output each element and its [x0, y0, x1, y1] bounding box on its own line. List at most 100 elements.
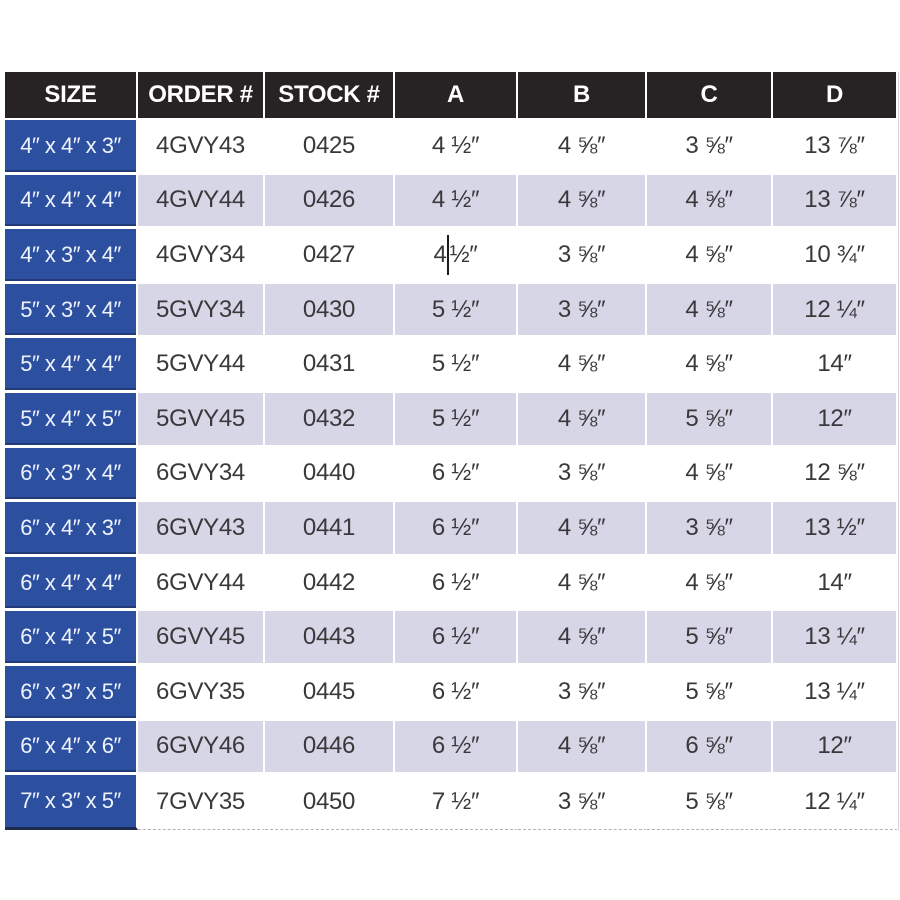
data-cell: 7 ½″	[395, 775, 518, 830]
data-cell: 5 ⅝″	[647, 392, 773, 448]
data-cell: 3 ⅝″	[518, 283, 647, 339]
data-cell: 6GVY44	[138, 556, 265, 612]
text-cursor	[446, 234, 449, 275]
data-cell: 3 ⅝″	[647, 502, 773, 557]
size-cell: 5″ x 4″ x 5″	[5, 392, 138, 448]
size-cell: 5″ x 3″ x 4″	[5, 283, 138, 339]
cell-text: 4	[433, 240, 447, 268]
data-cell: 13 ⅞″	[773, 174, 898, 230]
size-cell: 6″ x 4″ x 6″	[5, 720, 138, 776]
data-cell: 13 ⅞″	[773, 120, 898, 175]
data-cell: 0432	[265, 392, 395, 448]
data-cell: 4 ⅝″	[647, 283, 773, 339]
header-cell-b: B	[518, 72, 647, 120]
size-cell: 4″ x 4″ x 3″	[5, 120, 138, 175]
data-cell: 5 ½″	[395, 338, 518, 393]
data-cell: 7GVY35	[138, 775, 265, 830]
size-cell: 4″ x 3″ x 4″	[5, 229, 138, 284]
data-cell: 0450	[265, 775, 395, 830]
data-cell: 4 ⅝″	[518, 556, 647, 612]
data-cell: 5GVY34	[138, 283, 265, 339]
data-cell: 4 ⅝″	[647, 338, 773, 393]
data-cell: 3 ⅝″	[518, 229, 647, 284]
data-cell: 0442	[265, 556, 395, 612]
size-cell: 6″ x 3″ x 4″	[5, 447, 138, 503]
data-cell: 6 ⅝″	[647, 720, 773, 776]
data-cell: 4 ⅝″	[518, 174, 647, 230]
data-cell: 6 ½″	[395, 720, 518, 776]
data-cell: 5GVY45	[138, 392, 265, 448]
data-cell: 6GVY35	[138, 665, 265, 721]
data-cell: 3 ⅝″	[518, 665, 647, 721]
data-cell: 3 ⅝″	[518, 775, 647, 830]
header-cell-d: D	[773, 72, 898, 120]
data-cell: 4 ⅝″	[647, 556, 773, 612]
data-cell: 4 ⅝″	[518, 611, 647, 666]
size-chart-table: SIZE ORDER # STOCK # A B C D 4″ x 4″ x 3″ 4GVY43…	[5, 72, 899, 830]
size-cell: 6″ x 4″ x 4″	[5, 556, 138, 612]
data-cell: 0426	[265, 174, 395, 230]
data-cell: 14″	[773, 338, 898, 393]
header-cell-c: C	[647, 72, 773, 120]
size-cell: 6″ x 4″ x 3″	[5, 502, 138, 557]
data-cell: 5 ½″	[395, 283, 518, 339]
data-cell: 4 ⅝″	[518, 502, 647, 557]
data-cell: 10 ¾″	[773, 229, 898, 284]
header-cell-order: ORDER #	[138, 72, 265, 120]
data-cell: 0441	[265, 502, 395, 557]
data-cell: 0430	[265, 283, 395, 339]
data-cell: 6GVY46	[138, 720, 265, 776]
data-cell: 4 ½″	[395, 229, 518, 284]
size-cell: 4″ x 4″ x 4″	[5, 174, 138, 230]
data-cell: 6 ½″	[395, 447, 518, 503]
data-cell: 4 ½″	[395, 120, 518, 175]
data-cell: 0443	[265, 611, 395, 666]
data-cell: 5 ⅝″	[647, 611, 773, 666]
data-cell: 12 ¼″	[773, 283, 898, 339]
cell-text: ½″	[449, 240, 478, 268]
data-cell: 5GVY44	[138, 338, 265, 393]
data-cell: 14″	[773, 556, 898, 612]
data-cell: 4GVY43	[138, 120, 265, 175]
data-cell: 6 ½″	[395, 611, 518, 666]
data-cell: 5 ⅝″	[647, 775, 773, 830]
data-cell: 0425	[265, 120, 395, 175]
data-cell: 4 ⅝″	[518, 392, 647, 448]
data-cell: 4 ⅝″	[518, 338, 647, 393]
data-cell: 4 ⅝″	[518, 720, 647, 776]
data-cell: 4GVY44	[138, 174, 265, 230]
data-cell: 0427	[265, 229, 395, 284]
data-cell: 13 ¼″	[773, 611, 898, 666]
size-cell: 5″ x 4″ x 4″	[5, 338, 138, 393]
data-cell: 13 ¼″	[773, 665, 898, 721]
data-cell: 6GVY43	[138, 502, 265, 557]
data-cell: 6GVY45	[138, 611, 265, 666]
data-cell: 12″	[773, 720, 898, 776]
data-cell: 4 ⅝″	[647, 174, 773, 230]
size-cell: 6″ x 4″ x 5″	[5, 611, 138, 666]
data-cell: 4GVY34	[138, 229, 265, 284]
header-cell-size: SIZE	[5, 72, 138, 120]
data-cell: 6GVY34	[138, 447, 265, 503]
data-cell: 12 ¼″	[773, 775, 898, 830]
size-cell: 6″ x 3″ x 5″	[5, 665, 138, 721]
data-cell: 4 ⅝″	[647, 447, 773, 503]
data-cell: 3 ⅝″	[518, 447, 647, 503]
data-cell: 6 ½″	[395, 556, 518, 612]
data-cell: 0446	[265, 720, 395, 776]
data-cell: 4 ⅝″	[518, 120, 647, 175]
data-cell: 5 ½″	[395, 392, 518, 448]
data-cell: 0445	[265, 665, 395, 721]
data-cell: 4 ⅝″	[647, 229, 773, 284]
data-cell: 5 ⅝″	[647, 665, 773, 721]
data-cell: 6 ½″	[395, 665, 518, 721]
data-cell: 12″	[773, 392, 898, 448]
data-cell: 13 ½″	[773, 502, 898, 557]
data-cell: 3 ⅝″	[647, 120, 773, 175]
header-cell-a: A	[395, 72, 518, 120]
data-cell: 0440	[265, 447, 395, 503]
data-cell: 6 ½″	[395, 502, 518, 557]
data-cell: 0431	[265, 338, 395, 393]
size-cell: 7″ x 3″ x 5″	[5, 775, 138, 830]
